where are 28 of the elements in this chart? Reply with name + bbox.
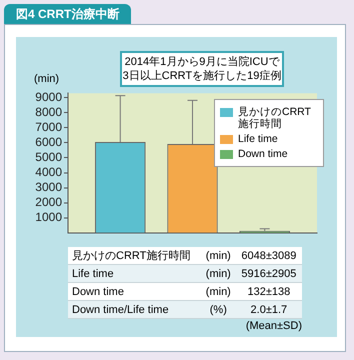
legend-label: Down time <box>238 148 288 160</box>
text: (Mean±SD) <box>246 320 302 332</box>
chart-subtitle: 2014年1月から9月に当院ICUで 3日以上CRRTを施行した19症例 <box>120 51 284 87</box>
y-tick-label: 9000 <box>35 90 62 104</box>
y-tick-label: 8000 <box>35 105 62 120</box>
y-tick-label: 1000 <box>35 210 62 224</box>
text: 6048±3089 <box>236 247 302 264</box>
text: (min) <box>200 282 236 300</box>
y-tick-label: 3000 <box>35 180 62 194</box>
text: (min) <box>200 247 236 264</box>
text: Life time <box>68 264 201 282</box>
text: (%) <box>200 300 236 318</box>
chart-title: 図4 CRRT治療中断 <box>4 4 132 24</box>
y-tick-label: 7000 <box>35 120 62 134</box>
y-tick-label: 4000 <box>35 165 62 180</box>
text: 132±138 <box>236 282 302 300</box>
y-tick-label: 2000 <box>35 195 62 210</box>
text: 2.0±1.7 <box>236 300 302 318</box>
text: 見かけのCRRT施行時間 <box>68 247 201 264</box>
text: 5916±2905 <box>236 264 302 282</box>
y-tick-label: 6000 <box>35 135 62 150</box>
text: Down time <box>68 282 201 300</box>
text: (min) <box>200 264 236 282</box>
legend-label: Life time <box>238 133 278 145</box>
text: Down time/Life time <box>68 300 201 318</box>
legend-label: 見かけのCRRT施行時間 <box>238 106 312 130</box>
y-tick-label: 5000 <box>35 150 62 164</box>
y-axis-title: (min) <box>34 73 60 85</box>
